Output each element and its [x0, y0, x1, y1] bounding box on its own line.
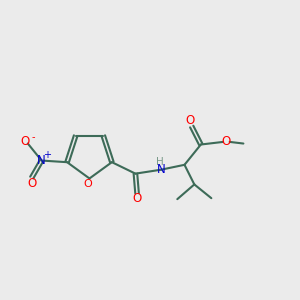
Text: O: O: [221, 135, 230, 148]
Text: O: O: [132, 192, 142, 205]
Text: -: -: [31, 132, 35, 142]
Text: H: H: [156, 157, 164, 167]
Text: O: O: [27, 177, 36, 190]
Text: N: N: [37, 154, 46, 167]
Text: +: +: [43, 150, 51, 160]
Text: O: O: [83, 179, 92, 189]
Text: O: O: [21, 135, 30, 148]
Text: O: O: [185, 115, 195, 128]
Text: N: N: [157, 163, 165, 176]
